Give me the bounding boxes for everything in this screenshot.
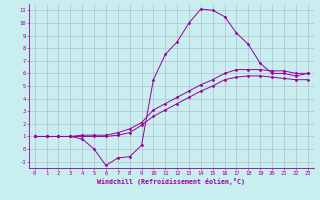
X-axis label: Windchill (Refroidissement éolien,°C): Windchill (Refroidissement éolien,°C) bbox=[97, 178, 245, 185]
